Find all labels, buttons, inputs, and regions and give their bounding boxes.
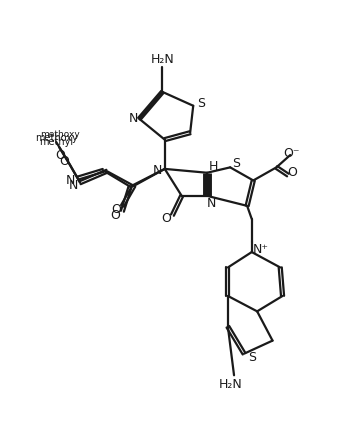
- Text: N: N: [152, 164, 162, 177]
- Text: N⁺: N⁺: [253, 243, 269, 256]
- Text: methoxy: methoxy: [40, 130, 80, 139]
- Text: methoxy: methoxy: [36, 133, 78, 143]
- Text: H₂N: H₂N: [218, 378, 242, 391]
- Text: S: S: [232, 157, 240, 170]
- Text: S: S: [197, 97, 205, 110]
- Text: methyl: methyl: [39, 137, 73, 147]
- Text: O⁻: O⁻: [283, 147, 300, 160]
- Text: H₂N: H₂N: [151, 53, 174, 66]
- Text: H: H: [209, 160, 218, 173]
- Text: O: O: [287, 166, 297, 179]
- Text: S: S: [248, 351, 256, 364]
- Text: O: O: [55, 150, 65, 162]
- Text: O: O: [161, 212, 171, 226]
- Text: N: N: [66, 174, 75, 187]
- Text: O: O: [111, 203, 121, 216]
- Text: N: N: [206, 197, 216, 210]
- Text: O: O: [110, 209, 120, 222]
- Text: O: O: [60, 155, 69, 168]
- Text: N: N: [129, 112, 138, 125]
- Text: N: N: [69, 178, 79, 191]
